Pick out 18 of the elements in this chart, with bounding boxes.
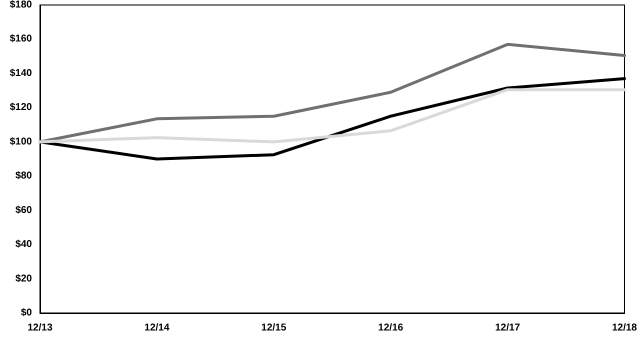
x-tick-label: 12/14 xyxy=(144,322,170,334)
y-tick-label: $40 xyxy=(15,239,32,250)
y-tick-label: $20 xyxy=(15,273,32,284)
y-tick-label: $80 xyxy=(15,170,32,182)
y-tick-label: $100 xyxy=(10,136,32,148)
x-tick-label: 12/16 xyxy=(378,322,404,334)
line-series xyxy=(38,42,626,144)
y-tick-label: $60 xyxy=(15,204,32,216)
y-tick-label: $120 xyxy=(10,102,32,114)
y-tick-label: $160 xyxy=(10,34,32,45)
x-tick-label: 12/17 xyxy=(495,322,521,334)
x-tick-label: 12/18 xyxy=(612,322,638,334)
y-tick-label: $140 xyxy=(10,68,32,79)
y-tick-label: $180 xyxy=(10,0,32,10)
y-tick-label: $0 xyxy=(20,308,32,318)
x-tick-label: 12/13 xyxy=(27,322,53,334)
line-series xyxy=(38,88,626,144)
x-tick-label: 12/15 xyxy=(261,322,287,334)
